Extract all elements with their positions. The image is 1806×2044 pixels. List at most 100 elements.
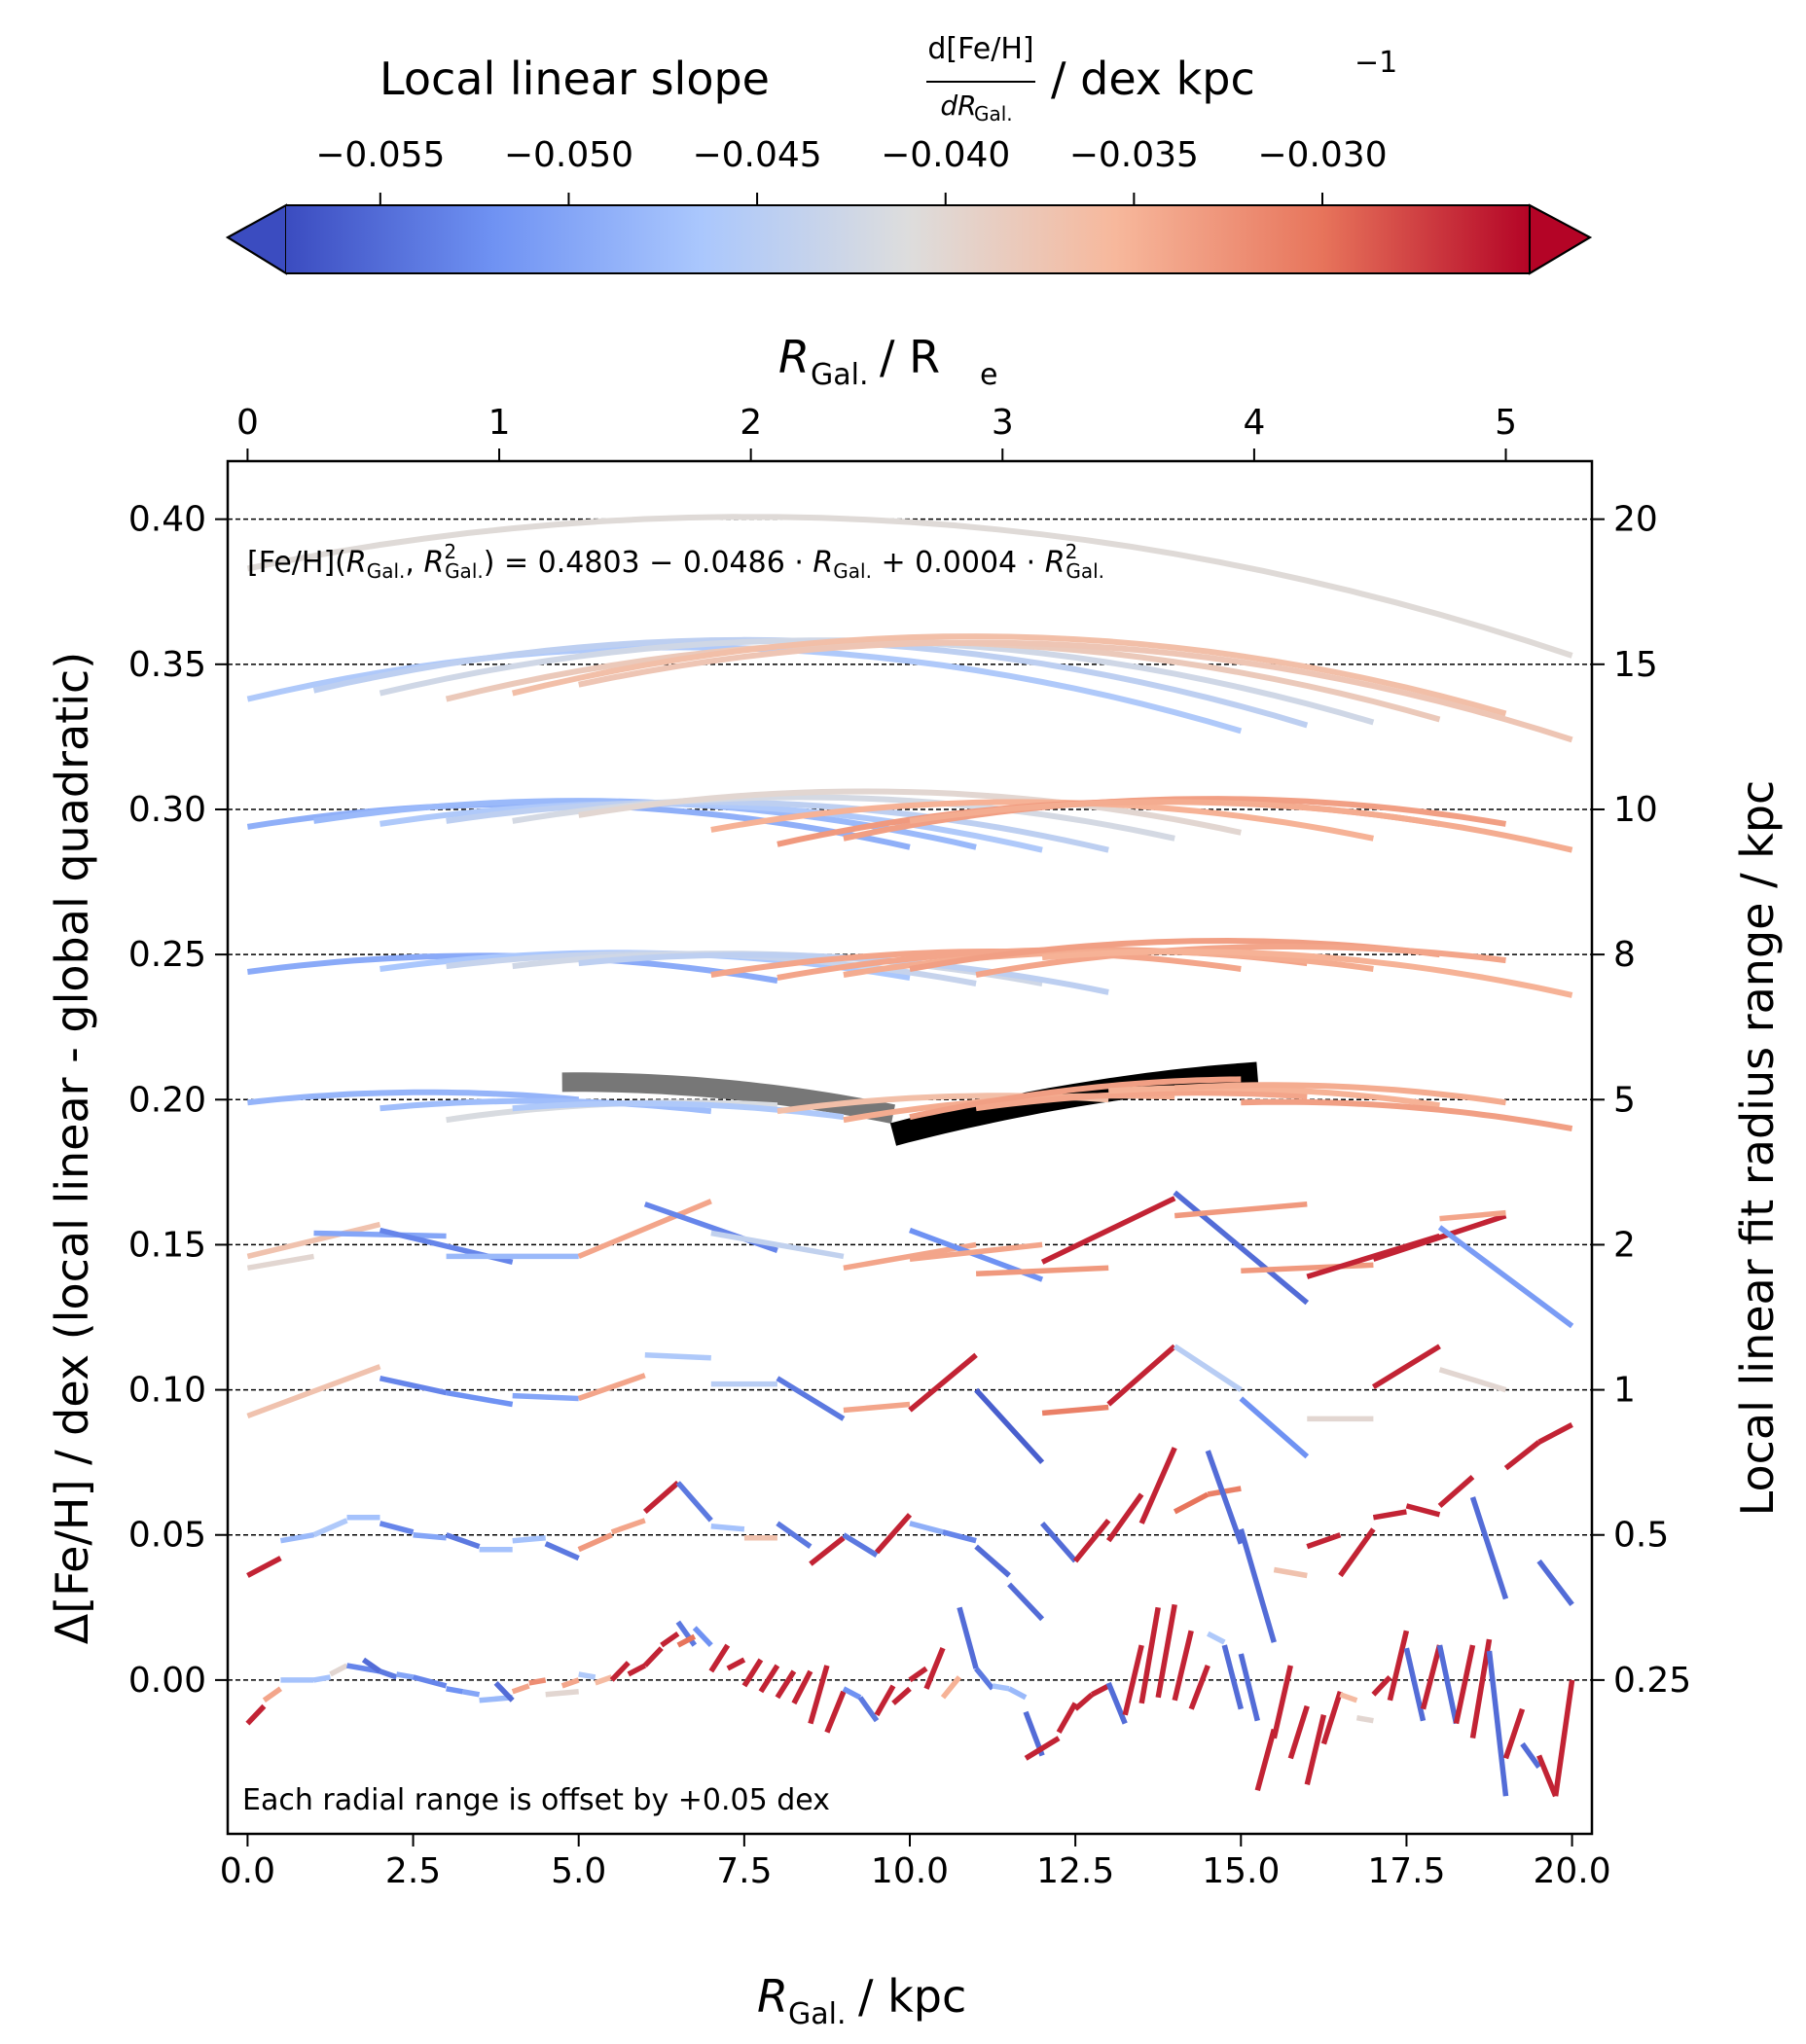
fit-segment xyxy=(312,1518,348,1538)
y-tick-label: 0.40 xyxy=(128,500,206,540)
top-tick-label: 2 xyxy=(740,403,762,443)
fit-segment xyxy=(710,799,1374,842)
fit-segment xyxy=(1073,1692,1095,1711)
top-tick-label: 4 xyxy=(1243,403,1265,443)
top-tick-label: 5 xyxy=(1495,403,1517,443)
fit-segment xyxy=(923,1647,946,1690)
fit-segment xyxy=(1056,1702,1078,1734)
fit-segment xyxy=(975,1265,1109,1277)
fit-segment xyxy=(1372,1509,1407,1521)
x-tick-label: 10.0 xyxy=(871,1851,949,1891)
fit-segment xyxy=(644,1352,711,1361)
fit-segment xyxy=(246,1364,381,1418)
x-tick-label: 7.5 xyxy=(716,1851,772,1891)
fit-segment xyxy=(1403,1647,1427,1722)
fit-segment xyxy=(313,1674,331,1683)
fit-segment xyxy=(1387,1630,1410,1702)
x-tick-label: 2.5 xyxy=(385,1851,441,1891)
fit-segment xyxy=(1372,1212,1507,1262)
fit-segment xyxy=(975,944,1506,978)
fit-segment xyxy=(1536,1559,1574,1606)
right-tick-label: 10 xyxy=(1613,790,1658,830)
fit-segment xyxy=(577,1532,613,1553)
fit-segment xyxy=(446,799,1109,853)
equation-annotation: [Fe/H](RGal., R2 Gal.) = 0.4803 − 0.0486 … xyxy=(247,540,1104,583)
fit-segment xyxy=(974,1544,1011,1578)
fit-segment xyxy=(627,1663,647,1677)
fit-segment xyxy=(1371,1344,1441,1389)
y-tick-label: 0.20 xyxy=(128,1080,206,1120)
fit-segment xyxy=(446,1686,464,1695)
series-offset-0.1 xyxy=(246,1344,1507,1465)
fit-segment xyxy=(1254,1728,1277,1792)
chart-marks xyxy=(245,514,1575,1798)
x-axis-label: R Gal. / kpc xyxy=(757,1970,966,2031)
fit-segment xyxy=(246,514,1573,659)
fit-segment xyxy=(313,1230,447,1239)
fit-segment xyxy=(446,1389,514,1408)
fit-segment xyxy=(1007,1582,1045,1622)
colorbar: −0.055 −0.050 −0.045 −0.040 −0.035 −0.030 xyxy=(226,135,1593,275)
fit-segment xyxy=(545,1689,579,1698)
fit-segment xyxy=(1241,1098,1573,1132)
fit-segment xyxy=(1238,1653,1260,1722)
fit-segment xyxy=(1108,1085,1440,1109)
fit-segment xyxy=(379,1376,448,1396)
fit-segment xyxy=(1536,1754,1559,1798)
fit-segment xyxy=(1339,1692,1358,1703)
y-tick-label: 0.10 xyxy=(128,1371,206,1411)
colorbar-title: Local linear slope d[Fe/H] dR Gal. / dex… xyxy=(379,32,1397,126)
fit-segment xyxy=(791,1669,813,1705)
fit-segment xyxy=(609,1661,631,1682)
fit-segment xyxy=(245,1703,267,1726)
fit-segment xyxy=(1138,1447,1177,1524)
colorbar-gradient xyxy=(286,205,1530,273)
fit-segment xyxy=(1122,1644,1144,1716)
top-tick-label: 0 xyxy=(236,403,259,443)
fit-segment xyxy=(1437,1225,1574,1329)
fit-segment xyxy=(909,1521,944,1535)
fit-segment xyxy=(1537,1421,1573,1445)
fit-segment xyxy=(379,801,1043,853)
fit-segment xyxy=(1172,1630,1194,1702)
fit-segment xyxy=(578,639,1573,743)
y-tick-label: 0.30 xyxy=(128,790,206,830)
fit-segment xyxy=(610,1518,646,1535)
equation-var-r-sub: Gal. xyxy=(367,559,406,583)
fit-segment xyxy=(874,1684,896,1717)
colorbar-outline xyxy=(226,204,1593,274)
offset-footnote: Each radial range is offset by +0.05 dex xyxy=(242,1783,830,1817)
y-tick-label: 0.35 xyxy=(128,645,206,685)
fit-segment xyxy=(246,1556,282,1578)
top-tick-label: 3 xyxy=(992,403,1014,443)
fit-segment xyxy=(262,1686,282,1703)
fit-segment xyxy=(909,1241,1043,1263)
fit-segment xyxy=(1520,1741,1541,1770)
fit-segment xyxy=(379,1521,415,1535)
fit-segment xyxy=(1173,1491,1210,1515)
right-axis-label: Local linear fit radius range / kpc xyxy=(1731,780,1784,1517)
y-tick-label: 0.05 xyxy=(128,1516,206,1556)
fit-segment xyxy=(975,1090,1308,1112)
fit-segment xyxy=(462,1689,481,1698)
fit-segment xyxy=(1439,1209,1506,1222)
fit-segment xyxy=(512,1392,579,1402)
right-tick-label: 20 xyxy=(1613,500,1658,540)
fit-segment xyxy=(544,1541,580,1561)
series-offset-0 xyxy=(245,1603,1575,1798)
x-axis-label-sub: Gal. xyxy=(788,1997,847,2031)
fit-segment xyxy=(1174,1201,1308,1219)
fit-segment xyxy=(660,1631,680,1648)
right-tick-label: 1 xyxy=(1613,1371,1636,1411)
colorbar-tick-label: −0.030 xyxy=(1257,135,1387,175)
fit-segment xyxy=(909,1076,1242,1121)
fit-segment xyxy=(578,788,1242,836)
fit-segment xyxy=(758,1664,780,1694)
fit-segment xyxy=(1469,1638,1493,1739)
colorbar-title-fraction-subscript: Gal. xyxy=(974,102,1013,126)
fit-segment xyxy=(710,1230,845,1260)
fit-segment xyxy=(957,1606,979,1669)
fit-segment xyxy=(942,1529,977,1544)
series-offset-0.3 xyxy=(246,788,1573,853)
